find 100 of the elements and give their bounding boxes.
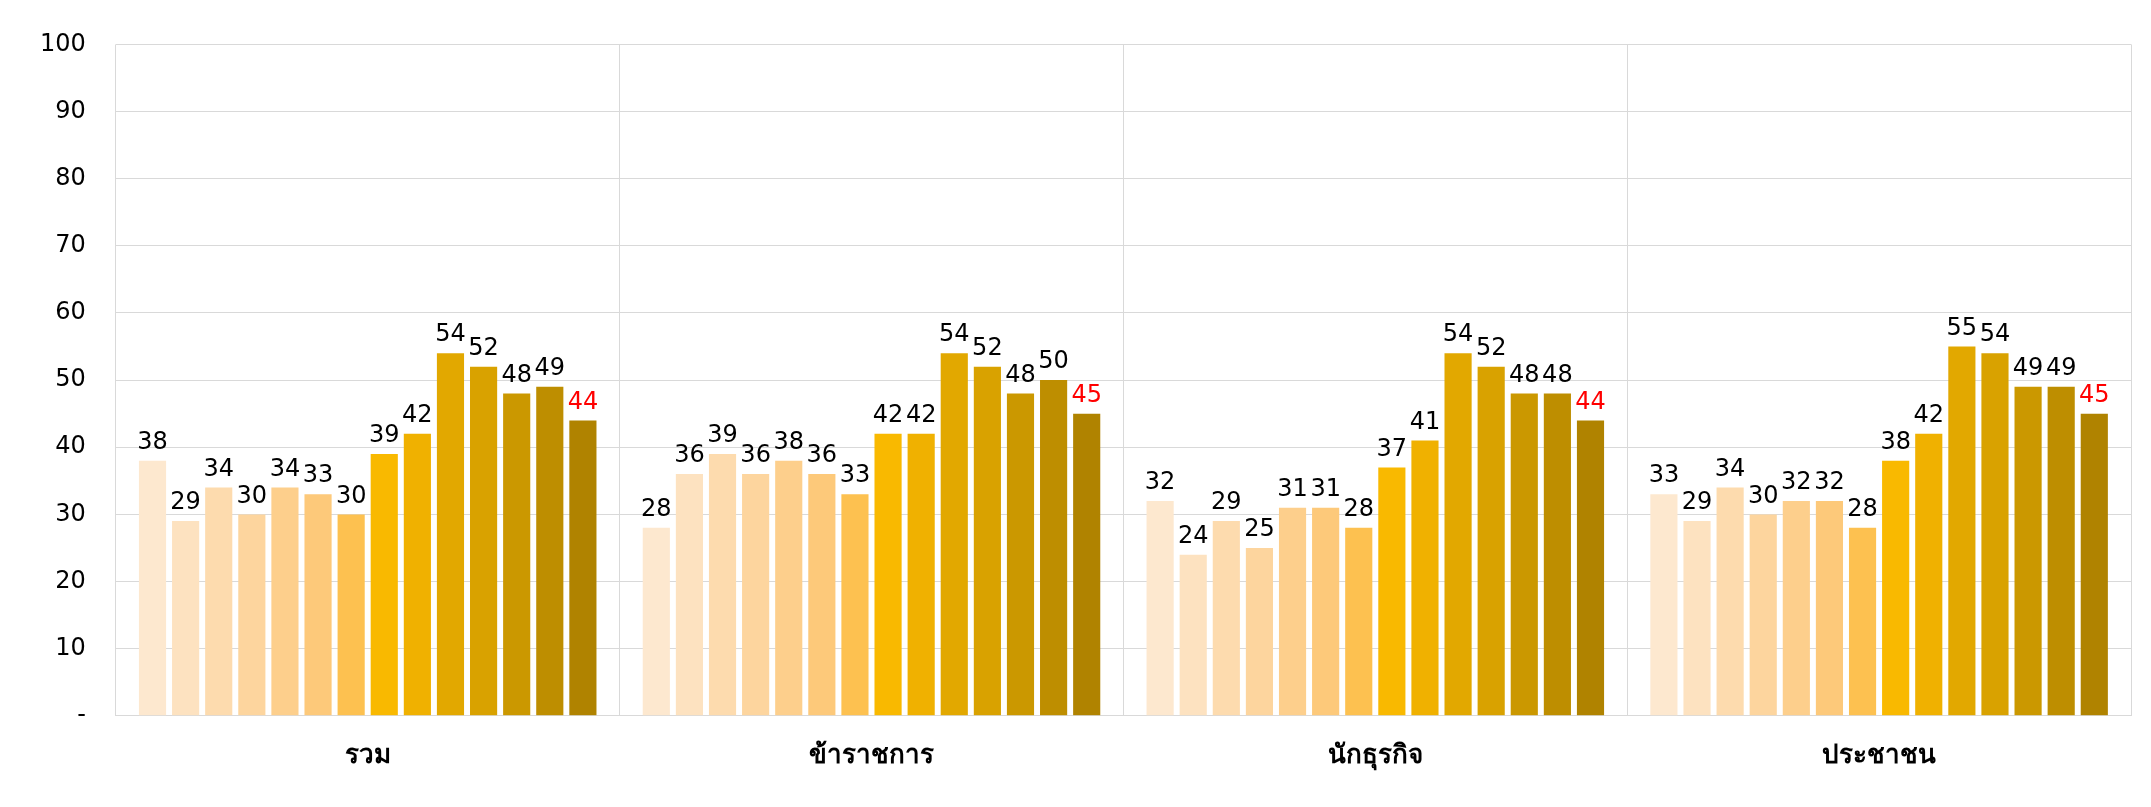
bar	[742, 474, 770, 716]
bar	[708, 453, 737, 716]
bar	[2047, 386, 2075, 716]
bar	[1278, 507, 1307, 716]
bar	[1312, 507, 1340, 716]
data-label: 48	[1509, 359, 1540, 388]
data-label: 32	[1144, 467, 1176, 496]
bar	[841, 494, 869, 716]
bar	[1882, 460, 1910, 716]
data-label: 52	[1475, 332, 1507, 361]
bar	[1981, 353, 2009, 716]
bar	[1576, 420, 1605, 716]
bar	[337, 514, 365, 716]
bar	[1716, 487, 1744, 716]
bar	[1378, 467, 1406, 716]
bar	[503, 393, 531, 716]
bar	[1543, 393, 1571, 716]
y-tick-label: 50	[55, 364, 86, 393]
data-label: 29	[1681, 487, 1713, 516]
bar	[436, 353, 465, 716]
bar	[1782, 500, 1810, 716]
bar	[808, 474, 836, 716]
data-label: 52	[972, 332, 1003, 361]
data-label: 55	[1946, 312, 1978, 341]
bar	[1006, 393, 1035, 716]
bar	[2080, 413, 2108, 716]
data-label: 44	[567, 386, 599, 415]
bar	[370, 453, 398, 716]
data-label: 54	[1979, 319, 2011, 348]
bar	[1948, 346, 1976, 716]
y-tick-label: 70	[55, 230, 86, 259]
bar	[1345, 527, 1373, 716]
data-label: 30	[1747, 480, 1779, 509]
y-tick-label: 10	[55, 632, 86, 661]
bar	[1411, 440, 1439, 716]
bar	[271, 487, 299, 716]
x-tick-label: รวม	[344, 739, 391, 770]
bar	[172, 521, 200, 716]
y-tick-label: 100	[40, 28, 86, 57]
data-label: 30	[335, 480, 367, 509]
x-tick-label: ข้าราชการ	[809, 739, 935, 770]
data-label: 39	[707, 420, 738, 449]
bar	[1179, 554, 1207, 716]
bar	[642, 527, 670, 716]
bar	[1212, 521, 1240, 716]
data-label: 31	[1310, 473, 1341, 502]
data-label: 38	[773, 426, 805, 455]
bar	[238, 514, 266, 716]
x-tick-label: ประชาชน	[1822, 739, 1937, 770]
bar	[403, 433, 431, 716]
data-label: 29	[1211, 487, 1242, 516]
data-label: 49	[534, 353, 566, 382]
bar	[536, 386, 564, 716]
data-label: 42	[872, 400, 904, 429]
bar	[1915, 433, 1943, 716]
data-label: 32	[1814, 467, 1845, 496]
data-label: 30	[236, 480, 268, 509]
bar	[470, 366, 498, 716]
data-label: 45	[1071, 379, 1102, 408]
bar	[1510, 393, 1538, 716]
bar	[304, 494, 332, 716]
data-label: 34	[269, 453, 301, 482]
data-label: 37	[1376, 433, 1408, 462]
data-label: 54	[939, 319, 970, 348]
data-label: 38	[137, 426, 168, 455]
data-label: 44	[1575, 386, 1606, 415]
bar	[1683, 521, 1711, 716]
bar	[940, 353, 968, 716]
y-tick-label: 30	[55, 498, 86, 527]
data-label: 50	[1038, 346, 1069, 375]
bar	[2014, 386, 2042, 716]
y-tick-label: 90	[55, 95, 86, 124]
data-label: 34	[203, 453, 234, 482]
data-label: 25	[1244, 514, 1275, 543]
bar	[675, 474, 703, 716]
data-label: 28	[641, 494, 672, 523]
data-label: 41	[1409, 406, 1441, 435]
data-label: 42	[905, 400, 937, 429]
bar	[1444, 353, 1472, 716]
data-label: 33	[302, 460, 334, 489]
bar	[1749, 514, 1777, 716]
data-label: 36	[806, 440, 838, 469]
data-label: 36	[740, 440, 771, 469]
y-tick-label: -	[77, 700, 86, 729]
y-tick-label: 20	[55, 565, 86, 594]
data-label: 48	[1542, 359, 1573, 388]
bar	[907, 433, 935, 716]
data-label: 33	[839, 460, 871, 489]
bar	[1848, 527, 1877, 716]
data-label: 28	[1343, 494, 1375, 523]
data-label: 42	[1913, 400, 1945, 429]
data-label: 42	[402, 400, 433, 429]
bar	[874, 433, 902, 716]
data-label: 32	[1781, 467, 1812, 496]
bar	[1146, 500, 1174, 716]
y-tick-label: 40	[55, 431, 86, 460]
data-label: 52	[468, 332, 499, 361]
data-label: 48	[1005, 359, 1036, 388]
data-label: 28	[1847, 494, 1878, 523]
x-tick-label: นักธุรกิจ	[1327, 739, 1423, 772]
